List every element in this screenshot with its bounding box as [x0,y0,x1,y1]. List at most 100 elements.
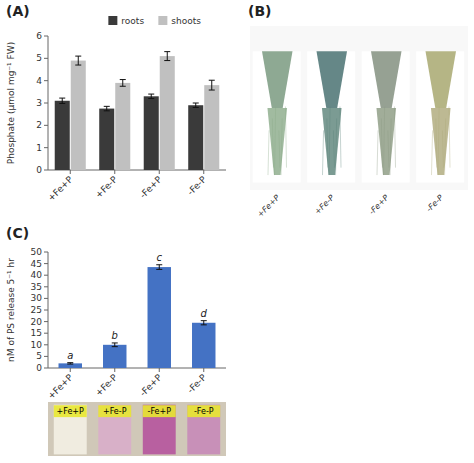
tube-label-strip [143,405,176,417]
bar [148,267,171,368]
root-hair [394,107,395,168]
error-bar-cap [67,364,73,365]
plant-label: -Fe-P [425,193,446,214]
bar [144,96,159,170]
error-bar-line [114,343,115,347]
root-hair [329,107,330,176]
error-bar-cap [75,65,81,66]
root-hair [438,107,439,176]
error-bar-cap [112,342,118,343]
error-bar-line [195,103,196,107]
y-tick [44,333,48,334]
plant-shoot [262,51,293,108]
panel-label: (A) [6,3,30,19]
plant [362,51,410,182]
tube [143,405,176,455]
y-tick-label: 50 [31,247,43,257]
plant-label: -Fe+P [367,193,390,216]
x-tick-label: +Fe+P [46,174,75,203]
error-bar [112,343,118,347]
root-hair [388,130,389,167]
y-tick-label: 4 [36,76,42,86]
bar [115,83,130,170]
error-bar [209,80,215,90]
y-tick [44,125,48,126]
plant-root [322,108,342,175]
y-tick-label: 25 [31,305,42,315]
y-tick [44,275,48,276]
x-tick [159,170,160,174]
error-bar [75,56,81,65]
error-bar [164,52,170,61]
y-axis-label: Phosphate (μmol mg⁻¹ FW) [6,42,16,164]
root-hair [275,107,276,176]
x-tick-label: +Fe-P [93,174,119,200]
error-bar [59,98,65,103]
root-hair [449,107,450,168]
plant-label: +Fe+P [256,193,282,219]
y-axis [48,252,49,368]
bar [160,56,175,170]
root-hair [336,118,337,175]
root-hair [431,130,432,175]
error-bar-line [203,321,204,325]
error-bar-cap [75,56,81,57]
annotation: c [157,252,163,263]
bar [59,363,82,368]
x-tick-label: +Fe-P [93,372,119,398]
y-tick [44,252,48,253]
tube [54,405,87,455]
root-hair [384,107,385,176]
y-tick [44,298,48,299]
y-tick [44,263,48,264]
error-bar-cap [148,94,154,95]
marks [59,265,216,368]
tube [98,405,131,455]
error-bar [201,321,207,325]
error-bar-line [159,265,160,270]
tube-label-strip [187,405,220,417]
y-tick [44,103,48,104]
panel-label: (B) [248,3,271,19]
root-hair [279,130,280,167]
error-bar-cap [104,106,110,107]
error-bar-line [78,56,79,65]
plant-cell [416,51,464,182]
plant-shoot [425,51,456,108]
y-tick-label: 6 [36,31,42,41]
y-tick-label: 0 [36,165,42,175]
root-hair [340,107,341,168]
y-tick [44,321,48,322]
tube [187,405,220,455]
y-tick [44,344,48,345]
y-tick [44,310,48,311]
y-axis [48,36,49,170]
bar [103,345,126,368]
error-bar-cap [193,107,199,108]
error-bar [120,80,126,87]
error-bar-line [211,80,212,90]
error-bar-cap [67,362,73,363]
y-tick [44,58,48,59]
root-hair [281,118,282,175]
tube-label-strip [98,405,131,417]
plant [253,51,301,182]
plant-cell [362,51,410,182]
y-tick-label: 10 [31,340,43,350]
root-hair [377,130,378,175]
y-tick-label: 30 [31,293,43,303]
x-tick-label: +Fe+P [46,372,75,401]
bar-panel: (A)0123456Phosphate (μmol mg⁻¹ FW)+Fe+P+… [6,3,226,203]
tube-strip: +Fe+P+Fe-P-Fe+P-Fe-P [48,402,226,456]
error-bar-cap [156,269,162,270]
error-bar-cap [156,264,162,265]
legend-entry: shoots [171,16,201,26]
x-tick [114,170,115,174]
bar [192,323,215,368]
y-tick [44,286,48,287]
x-tick [203,170,204,174]
error-bar [148,94,154,98]
root-hair [322,130,323,175]
legend-swatch [108,16,117,25]
root-hair [381,118,382,167]
